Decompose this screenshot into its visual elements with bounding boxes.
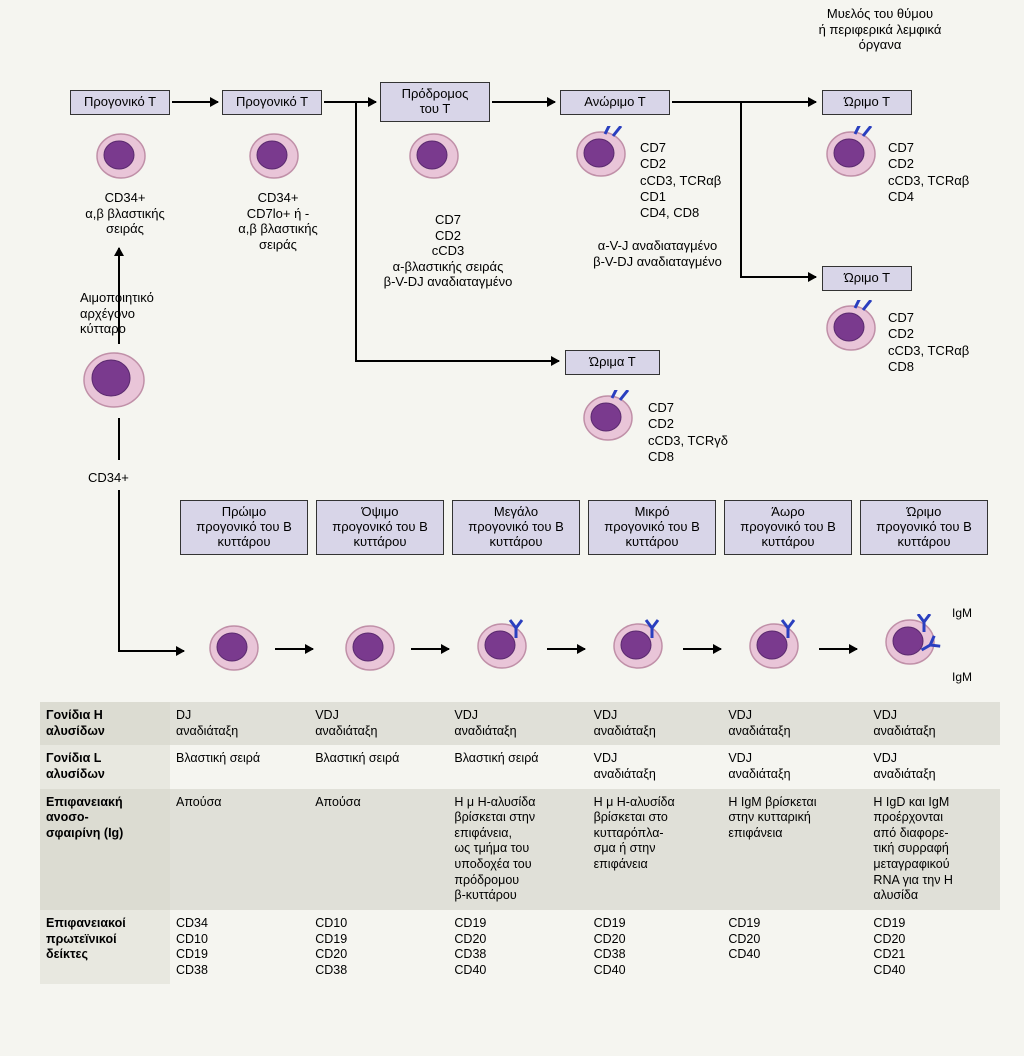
l-5: VDJαναδιάταξη <box>722 745 867 788</box>
arrow <box>411 648 449 650</box>
mk-3: CD19CD20CD38CD40 <box>448 910 587 985</box>
b-cell-3 <box>476 618 536 678</box>
l-3: Βλαστική σειρά <box>448 745 587 788</box>
t-cell-1 <box>95 130 150 185</box>
row-h-label: Γονίδια Ηαλυσίδων <box>40 702 170 745</box>
t-cell-5b <box>825 300 885 360</box>
t-stage-5a: Ώριμο Τ <box>822 90 912 115</box>
t-stage-5c: Ώριμα Τ <box>565 350 660 375</box>
arrow <box>166 650 184 652</box>
b-stage-5: Άωροπρογονικό του Βκυττάρου <box>724 500 852 555</box>
igm-label-2: IgM <box>952 670 972 684</box>
ig-6: Η IgD και IgMπροέρχονταιαπό διαφορε-τική… <box>867 789 1000 910</box>
t-stage-3: Πρόδρομοςτου Τ <box>380 82 490 122</box>
arrow <box>492 101 555 103</box>
stem-marker: CD34+ <box>88 470 129 486</box>
b-stage-2: Όψιμοπρογονικό του Βκυττάρου <box>316 500 444 555</box>
mk-2: CD10CD19CD20CD38 <box>309 910 448 985</box>
b-cell-5 <box>748 618 808 678</box>
t-cell-2 <box>248 130 303 185</box>
ig-3: Η μ Η-αλυσίδαβρίσκεται στηνεπιφάνεια,ως … <box>448 789 587 910</box>
h-4: VDJαναδιάταξη <box>588 702 723 745</box>
t-desc-5b: CD7CD2cCD3, TCRαβCD8 <box>888 310 969 375</box>
ig-4: Η μ Η-αλυσίδαβρίσκεται στοκυτταρόπλα-σμα… <box>588 789 723 910</box>
igm-label-1: IgM <box>952 606 972 620</box>
b-cell-6 <box>884 614 954 684</box>
mk-5: CD19CD20CD40 <box>722 910 867 985</box>
row-mk-label: Επιφανειακοίπρωτεϊνικοίδείκτες <box>40 910 170 985</box>
l-4: VDJαναδιάταξη <box>588 745 723 788</box>
t-desc-4b: α-V-J αναδιαταγμένοβ-V-DJ αναδιαταγμένο <box>570 238 745 269</box>
h-6: VDJαναδιάταξη <box>867 702 1000 745</box>
t-desc-5a: CD7CD2cCD3, TCRαβCD4 <box>888 140 969 205</box>
arrow <box>324 101 376 103</box>
mk-1: CD34CD10CD19CD38 <box>170 910 309 985</box>
h-1: DJαναδιάταξη <box>170 702 309 745</box>
b-stage-3: Μεγάλοπρογονικό του Βκυττάρου <box>452 500 580 555</box>
t-cell-5a <box>825 126 885 186</box>
b-cell-2 <box>344 622 399 677</box>
t-cell-3 <box>408 130 463 185</box>
t-stage-5b: Ώριμο Τ <box>822 266 912 291</box>
row-ig-label: Επιφανειακήανοσο-σφαιρίνη (Ig) <box>40 789 170 910</box>
b-stage-1: Πρώιμοπρογονικό του Βκυττάρου <box>180 500 308 555</box>
t-cell-5c <box>582 390 642 450</box>
t-desc-1: CD34+α,β βλαστικήςσειράς <box>70 190 180 237</box>
thymus-header: Μυελός του θύμουή περιφερικά λεμφικάόργα… <box>780 6 980 53</box>
row-l-label: Γονίδια Lαλυσίδων <box>40 745 170 788</box>
arrow-up <box>118 248 120 344</box>
t-desc-3: CD7CD2cCD3α-βλαστικής σειράςβ-V-DJ αναδι… <box>368 212 528 290</box>
stemcell-label: Αιμοποιητικόαρχέγονοκύτταρο <box>80 290 190 337</box>
h-5: VDJαναδιάταξη <box>722 702 867 745</box>
arrow <box>275 648 313 650</box>
b-cell-4 <box>612 618 672 678</box>
l-2: Βλαστική σειρά <box>309 745 448 788</box>
t-stage-1: Προγονικό Τ <box>70 90 170 115</box>
line <box>355 101 357 361</box>
t-desc-2: CD34+CD7lo+ ή -α,β βλαστικήςσειράς <box>218 190 338 252</box>
t-cell-4 <box>575 126 635 186</box>
arrow <box>547 648 585 650</box>
b-stage-4: Μικρόπρογονικό του Βκυττάρου <box>588 500 716 555</box>
t-desc-5c: CD7CD2cCD3, TCRγδCD8 <box>648 400 728 465</box>
arrow <box>683 648 721 650</box>
t-stage-4: Ανώριμο Τ <box>560 90 670 115</box>
b-cell-1 <box>208 622 263 677</box>
line <box>740 101 742 277</box>
b-table: Γονίδια Ηαλυσίδων DJαναδιάταξη VDJαναδιά… <box>40 702 1000 984</box>
ig-5: Η IgM βρίσκεταιστην κυτταρικήεπιφάνεια <box>722 789 867 910</box>
t-stage-2: Προγονικό Τ <box>222 90 322 115</box>
arrow <box>672 101 816 103</box>
arrow <box>355 360 559 362</box>
stem-cell <box>82 350 148 412</box>
line <box>118 490 120 650</box>
mk-6: CD19CD20CD21CD40 <box>867 910 1000 985</box>
h-3: VDJαναδιάταξη <box>448 702 587 745</box>
b-stage-6: Ώριμοπρογονικό του Βκυττάρου <box>860 500 988 555</box>
ig-2: Απούσα <box>309 789 448 910</box>
t-desc-4: CD7CD2cCD3, TCRαβCD1CD4, CD8 <box>640 140 721 221</box>
l-1: Βλαστική σειρά <box>170 745 309 788</box>
arrow <box>740 276 816 278</box>
arrow <box>819 648 857 650</box>
line <box>118 418 120 460</box>
arrow <box>172 101 218 103</box>
line <box>118 650 173 652</box>
l-6: VDJαναδιάταξη <box>867 745 1000 788</box>
ig-1: Απούσα <box>170 789 309 910</box>
mk-4: CD19CD20CD38CD40 <box>588 910 723 985</box>
h-2: VDJαναδιάταξη <box>309 702 448 745</box>
